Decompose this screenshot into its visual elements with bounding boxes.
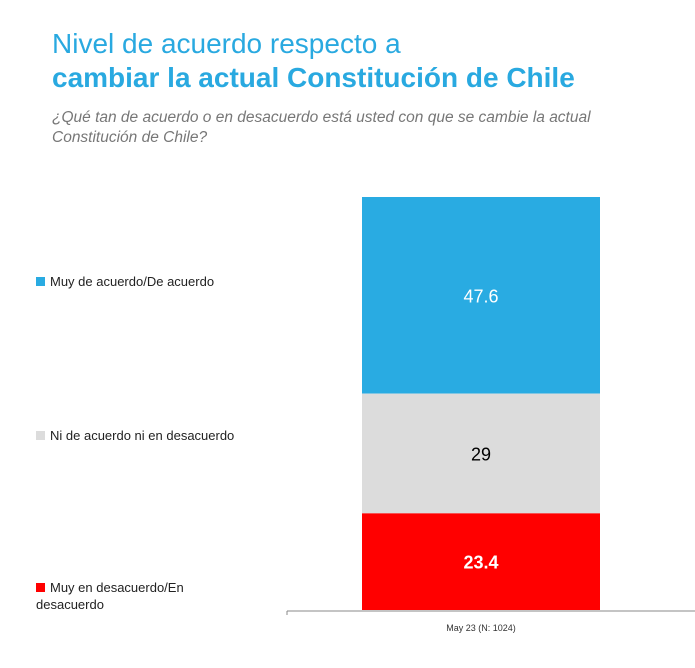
legend-swatch [36, 431, 45, 440]
subtitle: ¿Qué tan de acuerdo o en desacuerdo está… [52, 109, 591, 146]
bar-segment-2 [362, 513, 600, 610]
legend-label: Ni de acuerdo ni en desacuerdo [50, 428, 235, 443]
title-line-1: Nivel de acuerdo respecto a [52, 28, 401, 59]
legend-item-disagree: Muy en desacuerdo/En desacuerdo [36, 579, 226, 613]
legend-label: Muy en desacuerdo/En desacuerdo [36, 580, 184, 612]
legend-label: Muy de acuerdo/De acuerdo [50, 274, 215, 289]
bar-segment-0 [362, 197, 600, 394]
legend-item-neutral: Ni de acuerdo ni en desacuerdo [36, 427, 234, 444]
data-label-2: 23.4 [463, 553, 498, 573]
legend-item-agree: Muy de acuerdo/De acuerdo [36, 273, 214, 290]
legend-swatch [36, 583, 45, 592]
data-label-0: 47.6 [463, 286, 498, 306]
legend-swatch [36, 277, 45, 286]
bar-segment-1 [362, 393, 600, 514]
x-tick-label: May 23 (N: 1024) [446, 623, 516, 633]
title-line-2: cambiar la actual Constitución de Chile [52, 62, 575, 93]
data-label-1: 29 [471, 444, 491, 464]
